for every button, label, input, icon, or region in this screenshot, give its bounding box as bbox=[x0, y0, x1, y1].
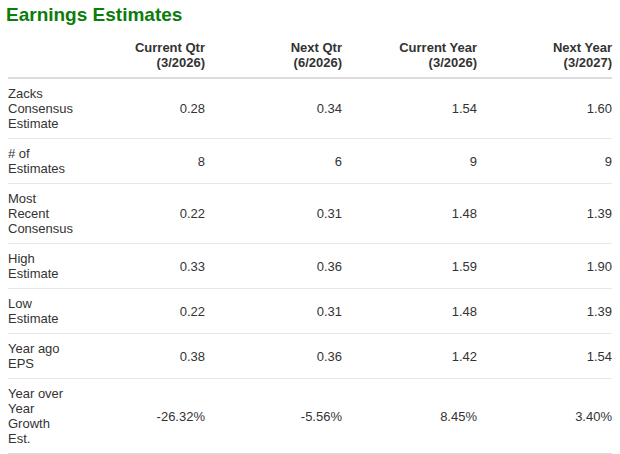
cell-value: -5.56% bbox=[205, 379, 342, 454]
row-label-header bbox=[8, 40, 100, 78]
table-row-year-ago-eps: Year ago EPS 0.38 0.36 1.42 1.54 bbox=[8, 334, 612, 379]
earnings-estimates-widget: Earnings Estimates Current Qtr (3/2026) … bbox=[0, 0, 620, 454]
cell-value: 1.90 bbox=[477, 244, 612, 289]
table-row-high-estimate: High Estimate 0.33 0.36 1.59 1.90 bbox=[8, 244, 612, 289]
cell-value: 6 bbox=[205, 139, 342, 184]
row-label: Low Estimate bbox=[8, 289, 100, 334]
cell-value: 8 bbox=[100, 139, 205, 184]
cell-value: 0.33 bbox=[100, 244, 205, 289]
cell-value: 1.54 bbox=[342, 78, 477, 139]
cell-value: 1.48 bbox=[342, 289, 477, 334]
row-label: High Estimate bbox=[8, 244, 100, 289]
column-header-label: Current Qtr bbox=[100, 40, 205, 55]
cell-value: 1.48 bbox=[342, 184, 477, 244]
column-header-period: (3/2027) bbox=[477, 55, 612, 70]
row-label: Zacks Consensus Estimate bbox=[8, 78, 100, 139]
cell-value: 1.60 bbox=[477, 78, 612, 139]
table-header-row: Current Qtr (3/2026) Next Qtr (6/2026) C… bbox=[8, 40, 612, 78]
page-title: Earnings Estimates bbox=[6, 4, 612, 26]
column-header-period: (3/2026) bbox=[342, 55, 477, 70]
table-row-year-over-year-growth-est: Year over Year Growth Est. -26.32% -5.56… bbox=[8, 379, 612, 454]
row-label: # of Estimates bbox=[8, 139, 100, 184]
cell-value: 9 bbox=[342, 139, 477, 184]
column-header-label: Next Year bbox=[477, 40, 612, 55]
cell-value: 0.28 bbox=[100, 78, 205, 139]
column-header-label: Next Qtr bbox=[205, 40, 342, 55]
cell-value: 9 bbox=[477, 139, 612, 184]
table-row-num-of-estimates: # of Estimates 8 6 9 9 bbox=[8, 139, 612, 184]
cell-value: -26.32% bbox=[100, 379, 205, 454]
cell-value: 1.59 bbox=[342, 244, 477, 289]
cell-value: 0.36 bbox=[205, 244, 342, 289]
cell-value: 1.39 bbox=[477, 289, 612, 334]
column-header-next-qtr: Next Qtr (6/2026) bbox=[205, 40, 342, 78]
cell-value: 8.45% bbox=[342, 379, 477, 454]
table-row-low-estimate: Low Estimate 0.22 0.31 1.48 1.39 bbox=[8, 289, 612, 334]
row-label: Most Recent Consensus bbox=[8, 184, 100, 244]
cell-value: 0.36 bbox=[205, 334, 342, 379]
cell-value: 1.39 bbox=[477, 184, 612, 244]
column-header-current-qtr: Current Qtr (3/2026) bbox=[100, 40, 205, 78]
cell-value: 0.22 bbox=[100, 289, 205, 334]
earnings-estimates-table: Current Qtr (3/2026) Next Qtr (6/2026) C… bbox=[8, 40, 612, 454]
cell-value: 0.31 bbox=[205, 184, 342, 244]
cell-value: 0.34 bbox=[205, 78, 342, 139]
column-header-label: Current Year bbox=[342, 40, 477, 55]
cell-value: 1.42 bbox=[342, 334, 477, 379]
column-header-next-year: Next Year (3/2027) bbox=[477, 40, 612, 78]
cell-value: 0.38 bbox=[100, 334, 205, 379]
cell-value: 0.22 bbox=[100, 184, 205, 244]
cell-value: 0.31 bbox=[205, 289, 342, 334]
cell-value: 3.40% bbox=[477, 379, 612, 454]
row-label: Year over Year Growth Est. bbox=[8, 379, 100, 454]
table-row-most-recent-consensus: Most Recent Consensus 0.22 0.31 1.48 1.3… bbox=[8, 184, 612, 244]
column-header-period: (3/2026) bbox=[100, 55, 205, 70]
column-header-period: (6/2026) bbox=[205, 55, 342, 70]
row-label: Year ago EPS bbox=[8, 334, 100, 379]
cell-value: 1.54 bbox=[477, 334, 612, 379]
column-header-current-year: Current Year (3/2026) bbox=[342, 40, 477, 78]
table-row-zacks-consensus-estimate: Zacks Consensus Estimate 0.28 0.34 1.54 … bbox=[8, 78, 612, 139]
